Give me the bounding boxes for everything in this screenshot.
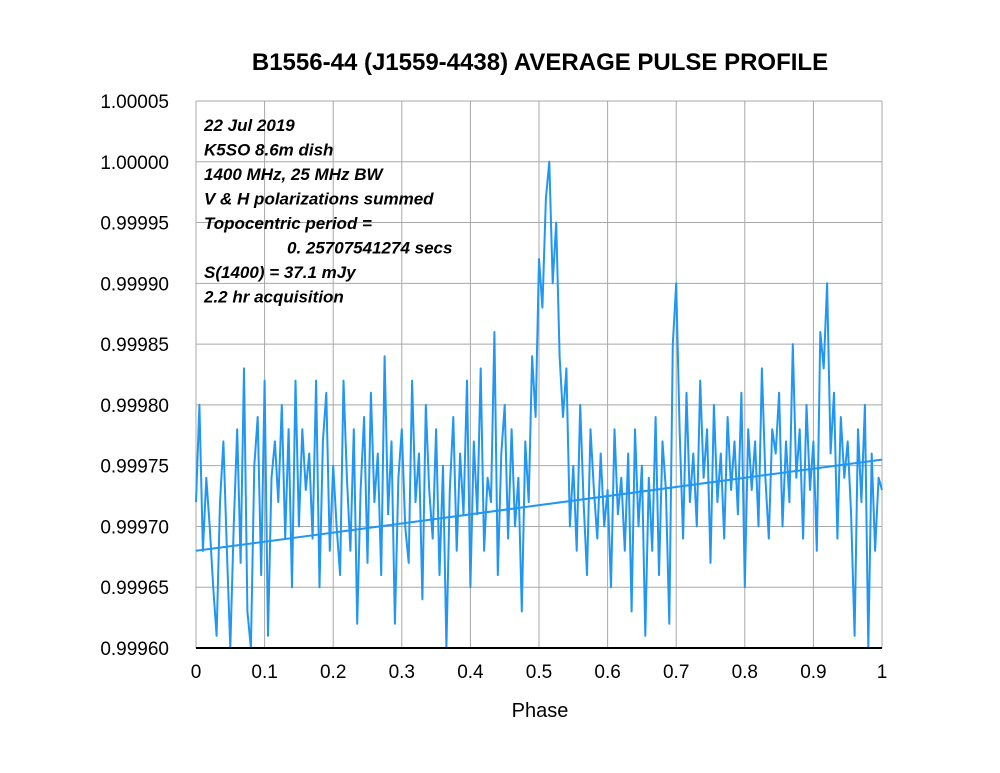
y-tick-label: 0.99985: [100, 335, 169, 356]
x-axis-ticks: 0 0.1 0.2 0.3 0.4 0.5 0.6 0.7 0.8 0.9 1: [191, 662, 888, 683]
y-tick-label: 0.99990: [100, 274, 169, 295]
annotation-line: K5SO 8.6m dish: [204, 141, 333, 160]
annotation-line: 1400 MHz, 25 MHz BW: [204, 165, 384, 184]
x-tick-label: 0.1: [251, 662, 277, 683]
series-layer: [195, 160, 883, 649]
annotation-line: 22 Jul 2019: [203, 116, 295, 135]
annotation-line: 0. 25707541274 secs: [287, 239, 452, 258]
annotation-line: 2.2 hr acquisition: [203, 288, 344, 307]
x-tick-label: 0.7: [663, 662, 689, 683]
y-tick-label: 1.00005: [100, 92, 169, 113]
x-tick-label: 0.8: [732, 662, 758, 683]
annotation-line: V & H polarizations summed: [204, 190, 434, 209]
y-tick-label: 0.99975: [100, 457, 169, 478]
grid-lines: [195, 100, 883, 649]
y-tick-label: 0.99960: [100, 639, 169, 660]
x-tick-label: 0.4: [457, 662, 484, 683]
x-tick-label: 0.3: [389, 662, 415, 683]
annotation-block: 22 Jul 2019 K5SO 8.6m dish 1400 MHz, 25 MH…: [203, 116, 452, 307]
y-tick-label: 0.99980: [100, 396, 169, 417]
y-tick-label: 1.00000: [100, 153, 169, 174]
x-axis-label: Phase: [512, 700, 569, 722]
y-axis-ticks: 0.99960 0.99965 0.99970 0.99975 0.99980 0.999…: [100, 92, 169, 660]
x-tick-label: 0.2: [320, 662, 346, 683]
chart-title: B1556-44 (J1559-4438) AVERAGE PULSE PROF…: [252, 49, 828, 76]
y-tick-label: 0.99970: [100, 517, 169, 538]
x-tick-label: 0.5: [526, 662, 552, 683]
x-tick-label: 1: [877, 662, 888, 683]
x-tick-label: 0: [191, 662, 202, 683]
y-tick-label: 0.99965: [100, 578, 169, 599]
x-tick-label: 0.6: [594, 662, 620, 683]
annotation-line: S(1400) = 37.1 mJy: [204, 263, 357, 282]
annotation-line: Topocentric period =: [204, 214, 372, 233]
y-tick-label: 0.99995: [100, 214, 169, 235]
x-tick-label: 0.9: [800, 662, 826, 683]
pulse-profile-line: [195, 160, 883, 649]
trend-line: [195, 458, 883, 552]
